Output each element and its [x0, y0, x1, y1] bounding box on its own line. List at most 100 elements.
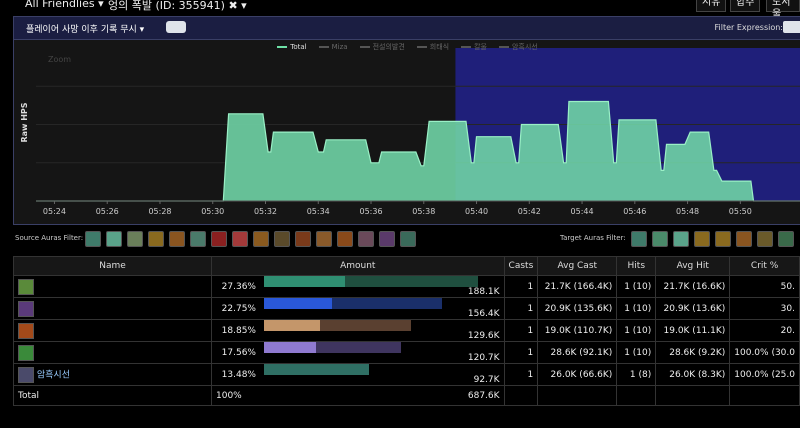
spell-name-cell[interactable]	[13, 275, 212, 298]
death-filter-dropdown[interactable]: 플레이어 사망 이후 기록 무시 ▾	[26, 25, 145, 35]
top-button-2[interactable]: 합주	[730, 0, 761, 12]
amount-cell: 129.6K	[260, 319, 505, 342]
amount-bar	[264, 320, 478, 331]
x-tick-label: 05:44	[571, 207, 594, 216]
amount-percent: 27.36%	[211, 275, 260, 298]
col-name[interactable]: Name	[13, 256, 212, 276]
aura-7-icon[interactable]	[211, 231, 227, 247]
x-tick-label: 05:26	[96, 207, 119, 216]
spell-name[interactable]: 암흑시선	[36, 370, 70, 380]
hps-chart[interactable]: Zoom Raw HPS 05:24 05:26 05:28 05:30 05:32 05:3…	[14, 40, 800, 224]
aura-t5-icon[interactable]	[715, 231, 731, 247]
aura-5-icon[interactable]	[169, 231, 185, 247]
aura-13-icon[interactable]	[337, 231, 353, 247]
col-amount[interactable]: Amount	[211, 256, 505, 276]
col-avg-cast[interactable]: Avg Cast	[537, 256, 618, 276]
hits-cell: 1 (10)	[616, 341, 657, 364]
x-tick-label: 05:36	[359, 207, 382, 216]
spell-dropdown[interactable]: 엉의 폭발 (ID: 355941) ✖ ▾	[108, 0, 247, 12]
amount-bar-fill	[264, 298, 332, 309]
crit-cell: 100.0% (25.0	[729, 363, 800, 386]
amount-bar-fill	[264, 276, 345, 287]
top-button-1[interactable]: 시유	[696, 0, 727, 12]
avg-cast-cell: 19.0K (110.7K)	[537, 319, 618, 342]
crit-cell: 20.	[729, 319, 800, 342]
aura-8-icon[interactable]	[232, 231, 248, 247]
x-tick-label: 05:38	[412, 207, 435, 216]
spell-name-cell[interactable]	[13, 297, 212, 320]
legend-swatch	[416, 46, 427, 48]
aura-t7-icon[interactable]	[757, 231, 773, 247]
col-hits[interactable]: Hits	[616, 256, 657, 276]
x-tick-label: 05:34	[307, 207, 330, 216]
legend-label: 칼울	[474, 43, 487, 51]
amount-bar	[264, 298, 478, 309]
spell-name-cell[interactable]: 암흑시선	[13, 363, 212, 386]
source-auras-label: Source Auras Filter:	[15, 234, 84, 242]
crit-cell: 100.0% (30.0	[729, 341, 800, 364]
legend-item[interactable]: Total	[277, 43, 307, 51]
avg-cast-cell: 26.0K (66.6K)	[537, 363, 618, 386]
aura-16-icon[interactable]	[400, 231, 416, 247]
col-casts[interactable]: Casts	[503, 256, 539, 276]
aura-t8-icon[interactable]	[778, 231, 794, 247]
aura-t3-icon[interactable]	[673, 231, 689, 247]
aura-t1-icon[interactable]	[631, 231, 647, 247]
amount-percent: 13.48%	[211, 363, 260, 386]
col-avg-hit[interactable]: Avg Hit	[655, 256, 731, 276]
panel-header: 플레이어 사망 이후 기록 무시 ▾ Filter Expression:	[14, 17, 800, 40]
aura-1-icon[interactable]	[85, 231, 101, 247]
legend-swatch	[359, 46, 370, 48]
spell-table: Name Amount Casts Avg Cast Hits Avg Hit …	[13, 256, 800, 406]
table-row[interactable]: 27.36% 188.1K 1 21.7K (166.4K) 1 (10) 21.7K (…	[13, 275, 800, 298]
aura-t6-icon[interactable]	[736, 231, 752, 247]
aura-6-icon[interactable]	[190, 231, 206, 247]
aura-9-icon[interactable]	[253, 231, 269, 247]
legend-item[interactable]: 전설의발견	[359, 43, 405, 51]
x-tick-label: 05:28	[148, 207, 171, 216]
top-button-3[interactable]: 도서울	[766, 0, 800, 20]
chart-legend: Total Miza 전설의발견 희태식 칼울 암흑시선	[14, 42, 800, 52]
aura-14-icon[interactable]	[358, 231, 374, 247]
spell-name-cell[interactable]	[13, 319, 212, 342]
legend-swatch	[277, 46, 288, 48]
legend-item[interactable]: Miza	[318, 43, 348, 51]
casts-cell: 1	[503, 275, 539, 298]
spell-icon	[18, 322, 34, 339]
aura-4-icon[interactable]	[148, 231, 164, 247]
amount-percent: 17.56%	[211, 341, 260, 364]
legend-label: 희태식	[429, 43, 450, 51]
spell-name-cell[interactable]	[13, 341, 212, 364]
series-area-total	[36, 101, 800, 201]
aura-10-icon[interactable]	[274, 231, 290, 247]
avg-cast-cell: 20.9K (135.6K)	[537, 297, 618, 320]
avg-hit-cell: 26.0K (8.3K)	[655, 363, 731, 386]
avg-cast-cell: 21.7K (166.4K)	[537, 275, 618, 298]
x-tick-label: 05:42	[518, 207, 541, 216]
death-filter-toggle[interactable]	[166, 21, 186, 33]
filter-expression-input[interactable]	[783, 21, 800, 33]
aura-t4-icon[interactable]	[694, 231, 710, 247]
table-row[interactable]: 암흑시선 13.48% 92.7K 1 26.0K (66.6K) 1 (8) 26.0K …	[13, 363, 800, 386]
filter-expression-label: Filter Expression:	[714, 23, 783, 32]
table-row[interactable]: 18.85% 129.6K 1 19.0K (110.7K) 1 (10) 19.0K (…	[13, 319, 800, 342]
legend-item[interactable]: 칼울	[461, 43, 487, 51]
table-row[interactable]: 22.75% 156.4K 1 20.9K (135.6K) 1 (10) 20.9K (…	[13, 297, 800, 320]
legend-item[interactable]: 암흑시선	[498, 43, 538, 51]
aura-2-icon[interactable]	[106, 231, 122, 247]
amount-total: 188.1K	[467, 287, 500, 297]
aura-12-icon[interactable]	[316, 231, 332, 247]
zoom-label: Zoom	[48, 55, 71, 64]
aura-15-icon[interactable]	[379, 231, 395, 247]
avg-hit-cell: 28.6K (9.2K)	[655, 341, 731, 364]
table-row[interactable]: 17.56% 120.7K 1 28.6K (92.1K) 1 (10) 28.6K (9…	[13, 341, 800, 364]
aura-t2-icon[interactable]	[652, 231, 668, 247]
x-tick-label: 05:48	[676, 207, 699, 216]
amount-bar-bg	[264, 276, 478, 287]
col-crit[interactable]: Crit %	[729, 256, 800, 276]
friendlies-dropdown[interactable]: All Friendlies ▾	[25, 0, 104, 10]
aura-3-icon[interactable]	[127, 231, 143, 247]
aura-11-icon[interactable]	[295, 231, 311, 247]
legend-label: 전설의발견	[372, 43, 405, 51]
legend-item[interactable]: 희태식	[416, 43, 450, 51]
